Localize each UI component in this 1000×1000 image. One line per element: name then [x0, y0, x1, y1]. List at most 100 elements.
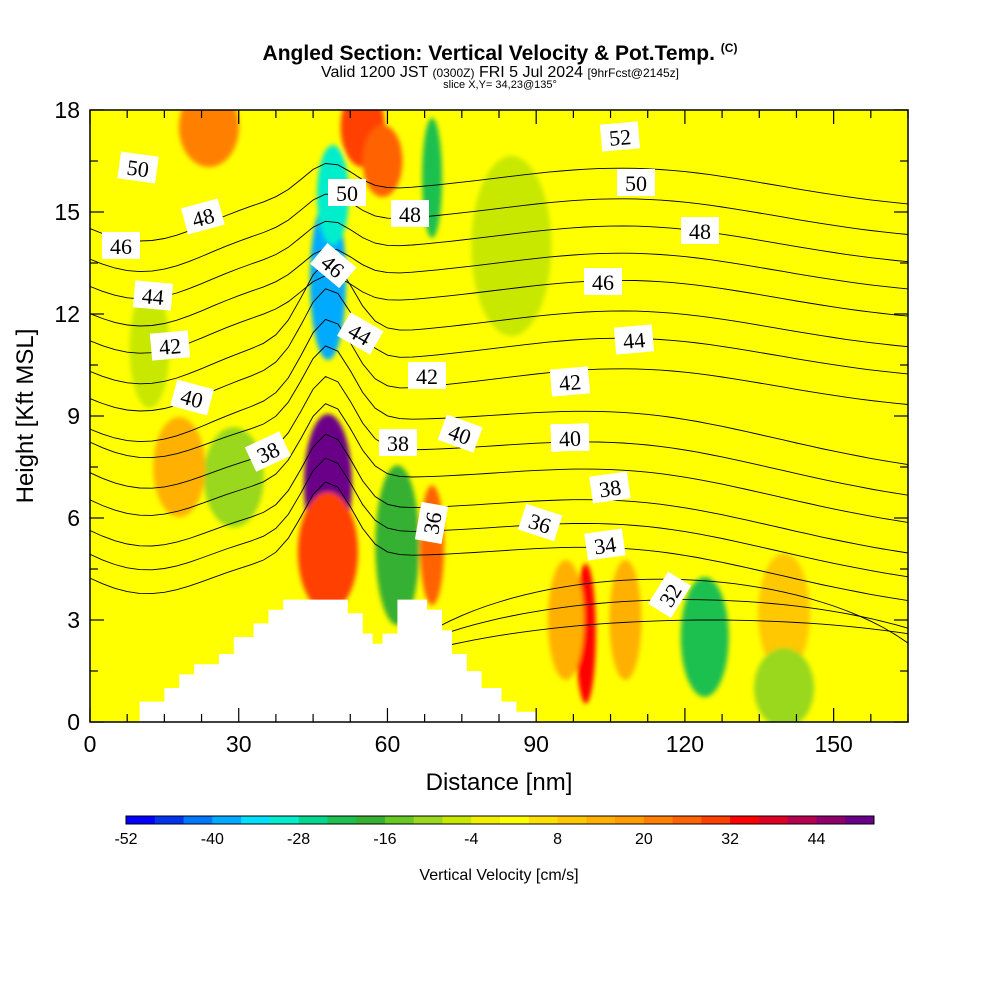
colorbar-tick-label: -52 [114, 831, 137, 848]
contour-label: 48 [681, 217, 719, 244]
svg-text:46: 46 [110, 234, 132, 259]
svg-text:44: 44 [622, 327, 646, 354]
y-axis-title: Height [Kft MSL] [12, 329, 39, 504]
colorbar-swatch [528, 816, 559, 824]
contour-label: 50 [617, 169, 655, 196]
colorbar-swatch [758, 816, 789, 824]
velocity-cell [129, 288, 170, 408]
colorbar-swatch [298, 816, 328, 824]
colorbar-swatch [241, 816, 271, 824]
svg-text:38: 38 [597, 475, 622, 503]
svg-text:34: 34 [592, 532, 617, 560]
colorbar-swatch [413, 816, 443, 824]
theta-contour-line [90, 193, 908, 273]
svg-text:42: 42 [558, 369, 582, 396]
contour-label: 44 [337, 312, 384, 355]
x-tick-label: 30 [226, 731, 252, 757]
colorbar-swatch [845, 816, 875, 824]
contour-label: 40 [550, 423, 590, 452]
theta-contours [90, 163, 908, 722]
contour-label: 38 [589, 471, 631, 504]
x-tick-label: 90 [523, 731, 549, 757]
velocity-cell [153, 417, 206, 517]
colorbar-swatch [500, 816, 530, 824]
contour-label: 40 [170, 379, 214, 416]
theta-contour-line [90, 163, 908, 242]
colorbar-swatch [672, 816, 702, 824]
theta-contour-line [90, 248, 908, 327]
contour-label: 50 [328, 179, 366, 206]
colorbar-swatch [384, 816, 415, 824]
contour-label: 46 [584, 268, 622, 295]
contour-label: 36 [414, 501, 449, 544]
y-tick-label: 0 [67, 709, 80, 735]
colorbar-swatch [471, 816, 501, 824]
svg-text:52: 52 [608, 124, 632, 151]
velocity-cell [471, 156, 552, 336]
colorbar-frame [125, 815, 875, 825]
y-tick-label: 15 [54, 199, 80, 225]
contour-label: 34 [584, 528, 626, 561]
svg-text:48: 48 [399, 202, 421, 227]
x-tick-label: 150 [814, 731, 852, 757]
velocity-cell [609, 560, 642, 680]
svg-text:42: 42 [158, 333, 182, 360]
contour-label: 42 [549, 366, 591, 397]
theta-contour-line [90, 261, 908, 385]
colorbar-tick-label: -16 [373, 831, 396, 848]
forecast-info: [9hrFcst@2145z] [587, 66, 680, 80]
colorbar-swatch [183, 816, 213, 824]
colorbar-swatch [730, 816, 760, 824]
colorbar-swatch [701, 816, 731, 824]
colorbar-tick-label: 8 [553, 831, 562, 848]
x-tick-label: 0 [84, 731, 97, 757]
colorbar-tick-label: 20 [635, 831, 653, 848]
plot-area [90, 110, 908, 722]
svg-text:42: 42 [416, 364, 438, 389]
theta-contour-line [90, 375, 908, 496]
colorbar-swatch [269, 816, 300, 824]
theta-contour-line [90, 457, 908, 578]
velocity-cell [758, 553, 811, 674]
contour-label: 42 [149, 330, 191, 361]
svg-text:46: 46 [592, 270, 614, 295]
valid-date: FRI 5 Jul 2024 [478, 64, 583, 81]
svg-text:50: 50 [625, 171, 647, 196]
chart-title: Angled Section: Vertical Velocity & Pot.… [262, 42, 715, 65]
svg-text:36: 36 [418, 510, 446, 536]
y-tick-label: 9 [67, 403, 80, 429]
svg-text:48: 48 [689, 219, 711, 244]
contour-label: 38 [379, 429, 417, 456]
contour-label: 42 [408, 362, 446, 389]
contour-label: 44 [132, 280, 174, 311]
terrain-mask [139, 599, 537, 722]
contour-label: 48 [391, 200, 429, 227]
colorbar-tick-label: -4 [464, 831, 478, 848]
velocity-cell [375, 465, 420, 626]
velocity-cell [680, 577, 729, 697]
theta-contour-line [337, 599, 908, 722]
colorbar-swatch [442, 816, 472, 824]
colorbar-swatch [327, 816, 357, 824]
svg-text:50: 50 [336, 181, 358, 206]
contour-label: 50 [117, 151, 159, 184]
y-tick-label: 12 [54, 301, 80, 327]
colorbar-swatch [212, 816, 242, 824]
colorbar: -52 -40 -28 -16 -4 8 20 32 44 [114, 815, 875, 848]
velocity-cell [203, 427, 264, 528]
colorbar-swatch [586, 816, 616, 824]
theta-contour-line [90, 481, 908, 602]
colorbar-tick-label: -40 [201, 831, 224, 848]
valid-time: Valid 1200 JST [320, 64, 428, 81]
theta-contour-line [90, 288, 908, 412]
velocity-cell [362, 125, 403, 197]
colorbar-swatch [816, 816, 846, 824]
theta-contour-line [90, 345, 908, 466]
valid-utc: (0300Z) [432, 66, 475, 80]
svg-text:40: 40 [558, 425, 581, 451]
x-axis-title: Distance [nm] [426, 769, 573, 796]
colorbar-swatch [126, 816, 156, 824]
svg-text:50: 50 [125, 155, 150, 183]
